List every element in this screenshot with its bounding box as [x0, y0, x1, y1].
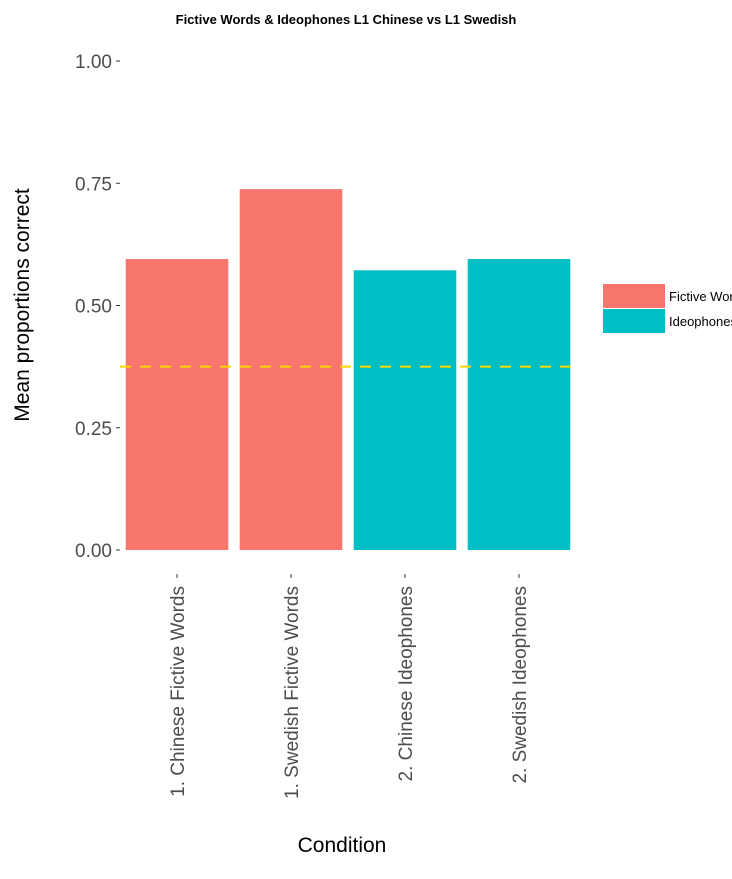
legend: Fictive Words Ideophones: [603, 284, 732, 333]
y-tick-label: 0.00: [75, 541, 112, 562]
y-tick-label: 0.50: [75, 297, 112, 318]
legend-label: Ideophones: [669, 314, 732, 329]
bar: [467, 259, 571, 550]
y-tick-label: 0.25: [75, 419, 112, 440]
bar: [353, 270, 457, 550]
y-tick-label: 1.00: [75, 52, 112, 73]
y-tick-label: 0.75: [75, 174, 112, 195]
bars: [125, 189, 571, 551]
legend-swatch: [603, 284, 665, 308]
bar: [239, 189, 343, 551]
y-axis: 0.00 0.25 0.50 0.75 1.00: [75, 52, 120, 562]
legend-label: Fictive Words: [669, 289, 732, 304]
x-tick-label: 1. Swedish Fictive Words: [282, 586, 303, 799]
x-tick-label: 1. Chinese Fictive Words: [168, 586, 189, 797]
chart-title: Fictive Words & Ideophones L1 Chinese vs…: [176, 12, 517, 27]
x-axis: 1. Chinese Fictive Words 1. Swedish Ficti…: [168, 574, 531, 799]
legend-swatch: [603, 309, 665, 333]
x-axis-title: Condition: [298, 834, 387, 857]
x-tick-label: 2. Chinese Ideophones: [396, 586, 417, 781]
bar: [125, 259, 229, 550]
y-axis-title: Mean proportions correct: [11, 188, 34, 422]
x-tick-label: 2. Swedish Ideophones: [510, 586, 531, 784]
